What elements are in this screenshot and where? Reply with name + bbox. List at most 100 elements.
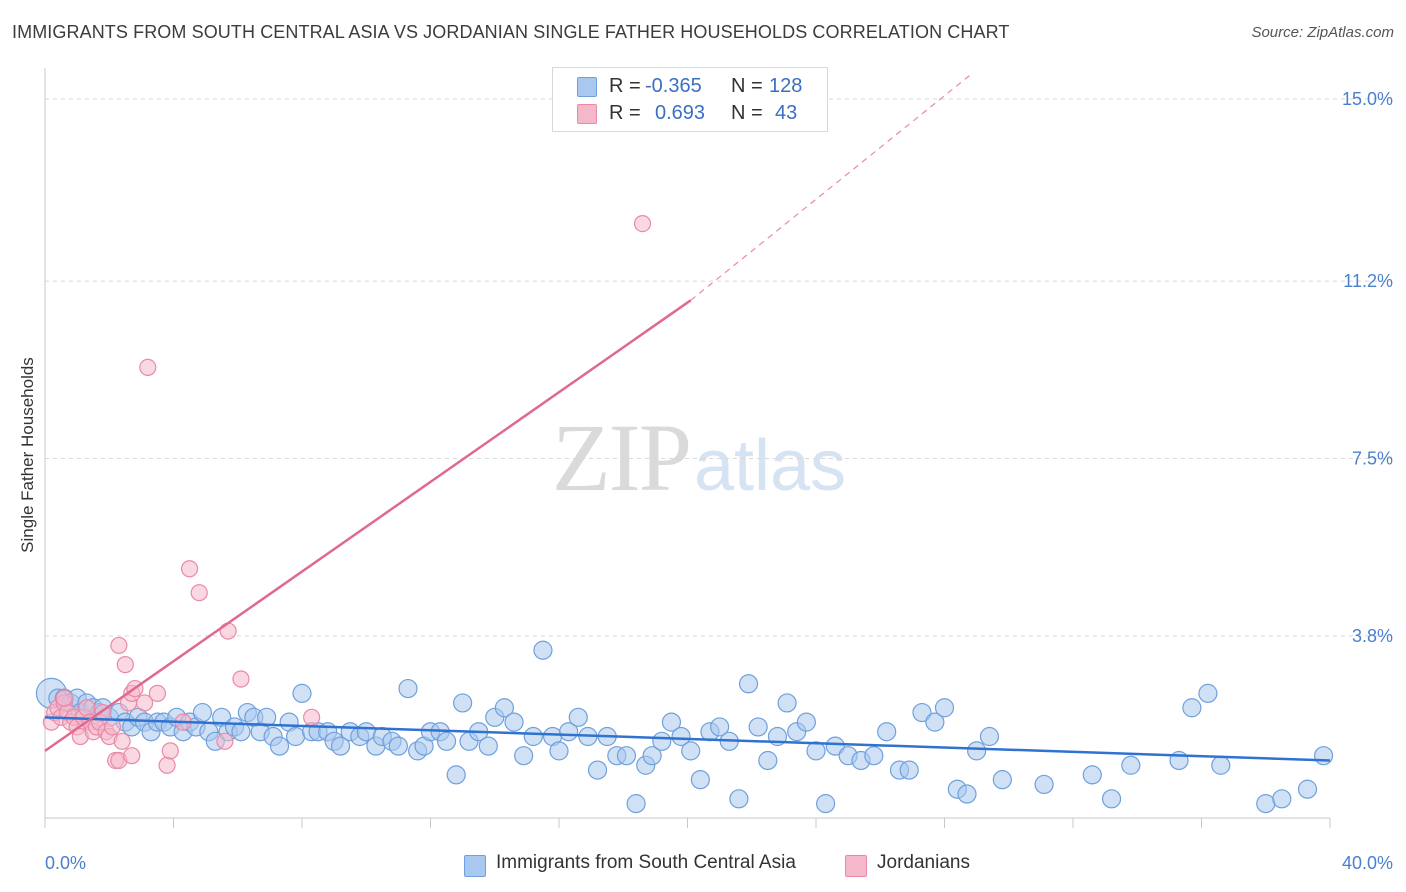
data-point-south-central-asia xyxy=(398,678,418,699)
data-point-jordanians xyxy=(158,756,176,774)
data-point-south-central-asia xyxy=(681,741,701,761)
data-point-south-central-asia xyxy=(777,693,797,713)
data-point-south-central-asia xyxy=(192,702,213,723)
data-point-south-central-asia xyxy=(478,736,498,756)
legend-r-value: -0.365 xyxy=(645,75,702,97)
data-point-south-central-asia xyxy=(710,717,730,737)
data-point-south-central-asia xyxy=(661,712,682,732)
watermark-atlas: atlas xyxy=(694,426,847,506)
trendline-south-central-asia xyxy=(44,716,1331,762)
data-point-south-central-asia xyxy=(992,770,1012,790)
data-point-south-central-asia xyxy=(269,736,290,756)
data-point-south-central-asia xyxy=(523,726,543,747)
data-point-south-central-asia xyxy=(729,789,749,809)
legend-n-value: 43 xyxy=(775,102,798,124)
watermark-zip: ZIP xyxy=(552,404,692,511)
data-point-south-central-asia xyxy=(446,765,466,785)
data-point-south-central-asia xyxy=(864,746,884,766)
data-point-south-central-asia xyxy=(816,794,836,814)
bottom-legend-label: Jordanians xyxy=(877,852,970,873)
data-point-jordanians xyxy=(216,732,234,750)
bottom-legend-swatch-blue xyxy=(464,855,486,877)
legend-n-label: N = xyxy=(731,75,763,97)
data-point-south-central-asia xyxy=(877,722,897,742)
y-tick-label: 3.8% xyxy=(1352,626,1393,646)
data-point-jordanians xyxy=(232,670,250,688)
data-point-jordanians xyxy=(180,560,199,578)
data-point-south-central-asia xyxy=(1198,683,1218,703)
y-tick-label: 11.2% xyxy=(1343,271,1393,291)
legend-n-label: N = xyxy=(731,102,763,124)
data-point-south-central-asia xyxy=(758,750,778,771)
data-point-jordanians xyxy=(633,215,652,233)
data-point-south-central-asia xyxy=(690,770,710,790)
data-point-south-central-asia xyxy=(514,746,534,766)
data-point-jordanians xyxy=(219,622,237,640)
data-point-south-central-asia xyxy=(642,746,662,766)
x-tick-label: 40.0% xyxy=(1342,853,1393,873)
legend-swatch-blue xyxy=(577,77,597,97)
data-point-jordanians xyxy=(110,636,128,655)
y-tick-label: 15.0% xyxy=(1342,89,1393,109)
data-point-south-central-asia xyxy=(257,707,277,727)
data-point-south-central-asia xyxy=(957,784,977,804)
data-point-south-central-asia xyxy=(549,741,569,761)
legend-r-label: R = xyxy=(609,102,641,124)
data-point-south-central-asia xyxy=(825,736,845,756)
legend-r-value: 0.693 xyxy=(655,102,706,124)
data-point-south-central-asia xyxy=(796,712,816,732)
data-point-south-central-asia xyxy=(285,726,306,747)
legend-n-value: 128 xyxy=(769,75,803,97)
chart-title: IMMIGRANTS FROM SOUTH CENTRAL ASIA VS JO… xyxy=(12,22,1010,42)
watermark: ZIPatlas xyxy=(552,402,846,513)
data-point-south-central-asia xyxy=(533,640,553,660)
data-point-south-central-asia xyxy=(1313,746,1334,766)
source-label: Source: ZipAtlas.com xyxy=(1251,24,1394,41)
y-tick-label: 7.5% xyxy=(1352,448,1393,468)
data-point-south-central-asia xyxy=(806,741,826,761)
data-point-jordanians xyxy=(123,747,141,765)
data-point-south-central-asia xyxy=(979,726,1000,747)
data-point-south-central-asia xyxy=(925,712,945,732)
data-point-south-central-asia xyxy=(912,702,932,723)
trendline-jordanians-extension xyxy=(690,74,971,301)
data-point-south-central-asia xyxy=(652,731,672,751)
legend-r-label: R = xyxy=(609,75,641,97)
data-point-south-central-asia xyxy=(388,736,408,756)
data-point-south-central-asia xyxy=(967,741,987,761)
data-point-south-central-asia xyxy=(494,698,514,718)
data-point-south-central-asia xyxy=(330,736,351,756)
data-point-jordanians xyxy=(78,699,96,717)
data-point-south-central-asia xyxy=(626,794,646,814)
data-point-south-central-asia xyxy=(1256,794,1276,814)
bottom-legend-label: Immigrants from South Central Asia xyxy=(496,852,796,873)
data-point-jordanians xyxy=(135,694,154,712)
data-point-south-central-asia xyxy=(504,712,524,732)
data-point-south-central-asia xyxy=(1272,789,1292,809)
data-point-south-central-asia xyxy=(292,683,312,703)
bottom-legend-swatch-pink xyxy=(845,855,867,877)
data-point-jordanians xyxy=(103,718,122,736)
data-point-south-central-asia xyxy=(1101,789,1122,809)
data-point-south-central-asia xyxy=(1034,774,1054,795)
data-point-south-central-asia xyxy=(587,760,608,780)
data-point-jordanians xyxy=(116,656,134,674)
data-point-south-central-asia xyxy=(1297,779,1318,799)
data-point-south-central-asia xyxy=(436,731,457,751)
data-point-south-central-asia xyxy=(231,722,251,742)
data-point-south-central-asia xyxy=(616,746,637,766)
trendline-jordanians xyxy=(44,299,692,752)
data-point-south-central-asia xyxy=(1082,765,1102,785)
x-tick-label: 0.0% xyxy=(45,853,86,873)
data-point-south-central-asia xyxy=(453,693,473,713)
data-point-south-central-asia xyxy=(899,760,919,780)
data-point-jordanians xyxy=(148,684,167,702)
data-point-south-central-asia xyxy=(1182,698,1202,718)
data-point-south-central-asia xyxy=(934,698,955,718)
data-point-south-central-asia xyxy=(748,717,768,737)
data-point-south-central-asia xyxy=(671,726,691,747)
data-point-jordanians xyxy=(139,358,157,377)
data-point-jordanians xyxy=(55,689,73,707)
data-point-south-central-asia xyxy=(1211,755,1231,775)
